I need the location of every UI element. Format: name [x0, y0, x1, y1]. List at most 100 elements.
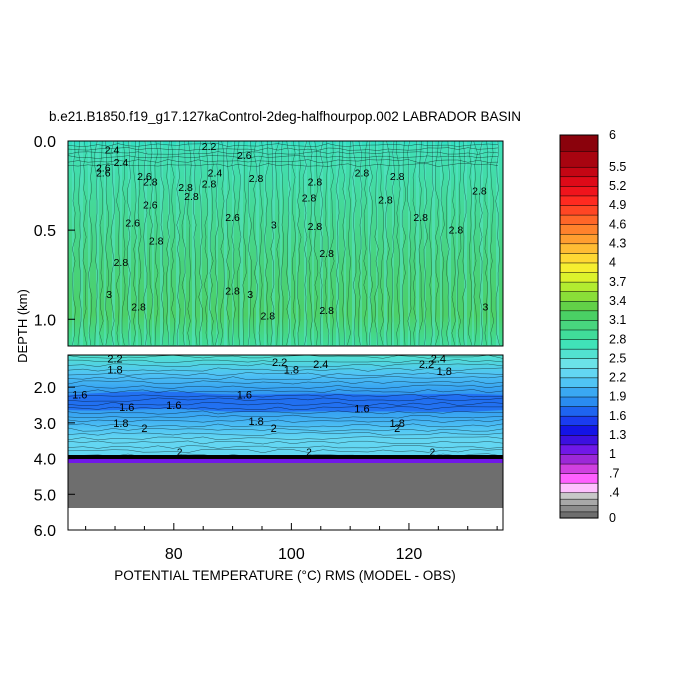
colorbar-swatch — [559, 386, 599, 398]
colorbar-swatch — [559, 176, 599, 187]
lower-contour-line — [67, 354, 504, 359]
upper-contour-label: 2.8 — [308, 177, 323, 189]
upper-contour-line — [132, 140, 137, 346]
lower-contour-label: 1.6 — [354, 404, 369, 416]
upper-contour-line — [352, 140, 357, 346]
colorbar-swatch — [559, 434, 599, 446]
lower-contour-line — [67, 427, 504, 432]
upper-contour-line — [203, 140, 209, 346]
upper-contour-line — [462, 140, 467, 346]
upper-contour-line — [99, 140, 104, 346]
x-tick-label: 80 — [165, 546, 183, 563]
upper-contour-line — [319, 140, 324, 346]
bottom-contour-label: 2 — [177, 448, 183, 459]
colorbar-swatch — [559, 498, 599, 506]
lower-y-tick-label: 2.0 — [34, 380, 56, 397]
upper-contour-line — [440, 140, 445, 346]
colorbar-label: 4 — [609, 256, 616, 270]
upper-contour-line — [154, 140, 159, 346]
upper-contour-label: 2.8 — [202, 178, 217, 190]
upper-contour-line — [341, 140, 346, 346]
upper-contour-label: 2.8 — [319, 248, 334, 260]
upper-contour-line — [88, 140, 93, 346]
upper-contour-label: 2.8 — [249, 173, 264, 185]
upper-contour-label: 3 — [106, 289, 112, 301]
upper-contour-line — [214, 140, 219, 346]
colorbar-swatch — [559, 367, 599, 379]
bottom-contour-label: 2 — [306, 448, 312, 459]
lower-contour-line — [67, 372, 504, 376]
upper-contour-line — [121, 140, 126, 346]
lower-contour-label: 2.2 — [107, 354, 122, 366]
upper-contour-label: 2.8 — [184, 191, 199, 203]
upper-contour-line — [253, 140, 258, 346]
colorbar-swatch — [559, 195, 599, 206]
colorbar-swatch — [559, 444, 599, 455]
upper-contour-label: 2.8 — [131, 301, 146, 313]
upper-contour-label: 2.8 — [114, 257, 129, 269]
lower-contour-line — [67, 453, 504, 458]
upper-contour-line — [82, 140, 88, 346]
upper-contour-line — [374, 140, 379, 346]
lower-contour-label: 1.8 — [437, 366, 452, 378]
upper-contour-line — [258, 140, 264, 346]
upper-contour-line — [302, 140, 308, 346]
lower-contour-line — [67, 410, 504, 415]
upper-contour-line — [478, 140, 483, 346]
upper-contour-line — [313, 140, 319, 346]
upper-contour-label: 2.8 — [225, 285, 240, 297]
upper-contour-label: 2.8 — [472, 185, 487, 197]
upper-contour-line — [495, 140, 500, 346]
upper-contour-line — [193, 140, 198, 346]
upper-contour-line — [467, 140, 473, 346]
lower-contour-line — [67, 432, 504, 436]
upper-contour-label: 3 — [271, 219, 277, 231]
upper-y-tick-label: 0.5 — [34, 223, 56, 240]
upper-contour-label: 3 — [247, 289, 253, 301]
upper-contour-line — [280, 140, 284, 346]
colorbar-label: 2.2 — [609, 371, 626, 385]
lower-contour-label: 1.8 — [284, 364, 299, 376]
upper-y-axis: 0.0 0.5 1.0 — [34, 134, 75, 329]
upper-contour-line — [435, 140, 440, 346]
upper-contour-line — [308, 140, 313, 346]
upper-contour-line — [137, 140, 142, 346]
lower-contour-label: 2.2 — [419, 359, 434, 371]
upper-contour-label: 2.2 — [202, 141, 217, 153]
colorbar-label: 3.4 — [609, 294, 626, 308]
upper-contour-line — [67, 143, 499, 147]
colorbar-swatch — [559, 329, 599, 340]
lower-y-tick-label: 4.0 — [34, 452, 56, 469]
lower-contour-line — [67, 384, 504, 389]
colorbar-swatch — [559, 166, 599, 178]
upper-contour-label: 2.8 — [143, 177, 158, 189]
colorbar-label: .4 — [609, 485, 619, 499]
upper-contour-line — [297, 140, 302, 346]
upper-contour-label: 2.8 — [178, 182, 193, 194]
colorbar-swatch — [559, 224, 599, 235]
colorbar-label: 1.6 — [609, 409, 626, 423]
colorbar-label: 5.2 — [609, 179, 626, 193]
upper-contour-line — [67, 163, 499, 167]
lower-contour-label: 1.6 — [166, 400, 181, 412]
upper-contour-line — [126, 140, 131, 346]
upper-contour-line — [423, 140, 429, 346]
colorbar-swatch — [559, 453, 599, 465]
lower-contour-line — [67, 414, 504, 419]
lower-contour-line — [67, 423, 504, 428]
upper-panel: 2.4 2.22.42.62.62.62.82.8 2.82.62.62.42.62… — [34, 134, 504, 347]
colorbar-label: 4.9 — [609, 198, 626, 212]
upper-contour-line — [72, 140, 76, 346]
chart-title: b.e21.B1850.f19_g17.127kaControl-2deg-ha… — [49, 109, 521, 124]
upper-contour-line — [67, 155, 499, 159]
colorbar-label: 5.5 — [609, 160, 626, 174]
x-axis: 80 100 120 — [85, 523, 498, 563]
upper-contour-label: 2.8 — [308, 221, 323, 233]
lower-contour-line — [67, 436, 504, 441]
colorbar-swatch — [559, 396, 599, 407]
colorbar-swatch — [559, 185, 599, 197]
upper-contour-label: 2.6 — [143, 200, 158, 212]
lower-contour-line — [67, 359, 504, 363]
colorbar-swatch — [559, 271, 599, 283]
upper-contour-line — [270, 140, 275, 346]
